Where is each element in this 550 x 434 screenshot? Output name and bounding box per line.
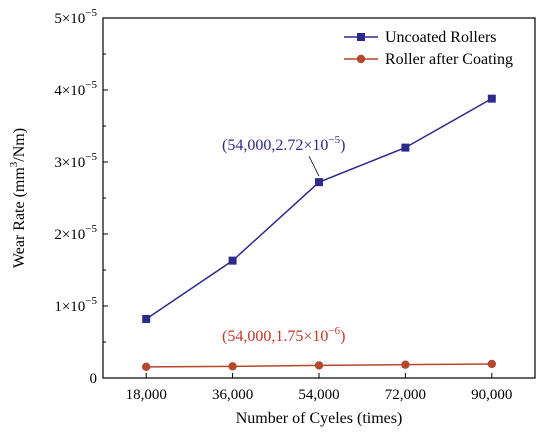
y-tick-label: 5×10−5 [54, 7, 97, 27]
legend: Uncoated Rollers Roller after Coating [344, 29, 513, 68]
data-point-series-2 [142, 362, 151, 372]
legend-marker-1 [357, 33, 365, 41]
x-tick-label: 36,000 [212, 387, 253, 403]
axes [102, 17, 536, 379]
data-point-series-1 [315, 178, 323, 187]
y-tick-label: 4×10−5 [54, 79, 97, 99]
x-tick-label: 72,000 [385, 387, 426, 403]
annotation-label: (54,000,1.75×10−6) [222, 325, 345, 345]
data-point-series-1 [228, 256, 237, 265]
y-tick-label: 0 [90, 371, 98, 387]
x-tick-label: 90,000 [471, 387, 512, 403]
legend-label-1: Uncoated Rollers [385, 29, 497, 46]
y-axis-title: Wear Rate (mm3/Nm) [8, 128, 28, 268]
legend-label-2: Roller after Coating [385, 51, 513, 68]
annotation-label: (54,000,2.72×10−5) [222, 134, 345, 154]
data-point-series-2 [314, 361, 324, 370]
data-point-series-1 [487, 94, 496, 103]
series-line-1 [145, 97, 493, 320]
annotations: (54,000,2.72×10−5) (54,000,1.75×10−6) [222, 134, 345, 345]
y-tick-label: 1×10−5 [54, 295, 97, 315]
plot-frame [102, 17, 536, 379]
legend-marker-2 [356, 54, 366, 64]
x-axis-title: Number of Cyeles (times) [236, 410, 403, 427]
data-point-series-1 [401, 143, 410, 152]
data-point-series-2 [401, 360, 410, 369]
data-point-series-1 [142, 314, 151, 323]
series-group [142, 94, 496, 372]
y-tick-label: 3×10−5 [54, 151, 97, 171]
annotation-pointer [308, 155, 320, 177]
x-tick-label: 54,000 [298, 387, 339, 403]
y-tick-label: 2×10−5 [54, 223, 97, 243]
x-tick-label: 18,000 [126, 387, 167, 403]
data-point-series-2 [487, 359, 496, 369]
data-point-series-2 [228, 362, 237, 371]
